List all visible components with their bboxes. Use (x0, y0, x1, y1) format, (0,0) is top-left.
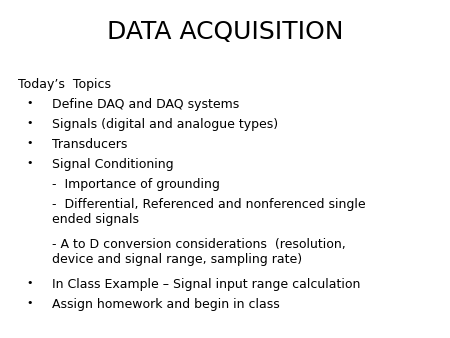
Text: Assign homework and begin in class: Assign homework and begin in class (52, 298, 280, 311)
Text: •: • (27, 158, 33, 168)
Text: •: • (27, 98, 33, 108)
Text: Today’s  Topics: Today’s Topics (18, 78, 111, 91)
Text: Signals (digital and analogue types): Signals (digital and analogue types) (52, 118, 278, 131)
Text: Transducers: Transducers (52, 138, 127, 151)
Text: •: • (27, 138, 33, 148)
Text: Define DAQ and DAQ systems: Define DAQ and DAQ systems (52, 98, 239, 111)
Text: •: • (27, 278, 33, 288)
Text: -  Differential, Referenced and nonferenced single
ended signals: - Differential, Referenced and nonferenc… (52, 198, 365, 226)
Text: Signal Conditioning: Signal Conditioning (52, 158, 174, 171)
Text: In Class Example – Signal input range calculation: In Class Example – Signal input range ca… (52, 278, 360, 291)
Text: DATA ACQUISITION: DATA ACQUISITION (107, 20, 343, 44)
Text: •: • (27, 298, 33, 308)
Text: •: • (27, 118, 33, 128)
Text: -  Importance of grounding: - Importance of grounding (52, 178, 220, 191)
Text: - A to D conversion considerations  (resolution,
device and signal range, sampli: - A to D conversion considerations (reso… (52, 238, 346, 266)
